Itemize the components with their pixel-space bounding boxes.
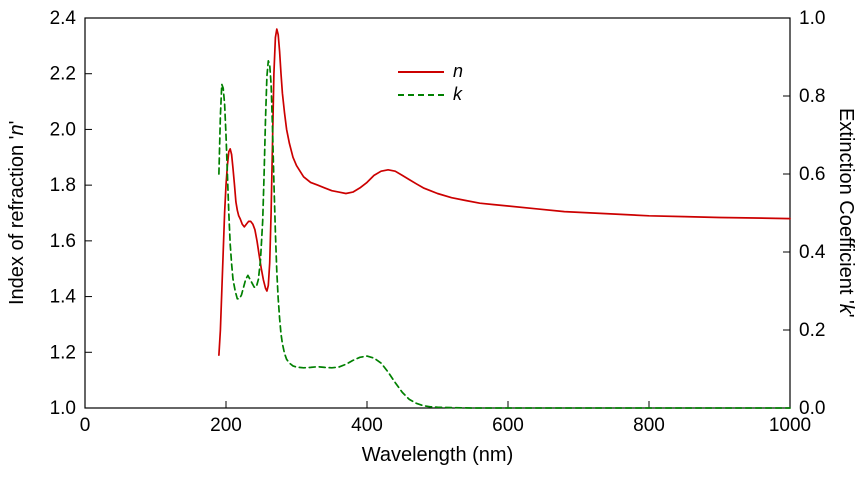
y-right-tick-label: 0.6 <box>799 164 825 185</box>
series-n <box>218 28 791 356</box>
legend-line-n <box>398 70 444 73</box>
legend-line-k <box>398 93 444 96</box>
left-y-axis-label-suffix: ' <box>6 120 28 125</box>
legend-label-n: n <box>453 61 464 81</box>
y-left-tick-label: 2.0 <box>50 119 76 140</box>
x-tick-label: 800 <box>633 415 665 436</box>
x-tick-label: 200 <box>210 415 242 436</box>
x-tick-label: 1000 <box>769 415 811 436</box>
x-axis-label: Wavelength (nm) <box>361 444 514 466</box>
y-left-tick-label: 1.8 <box>50 175 76 196</box>
right-y-axis-label: Extinction Coefficient 'k' <box>834 18 857 408</box>
y-left-tick-label: 1.4 <box>50 287 77 308</box>
legend-label-k: k <box>453 84 462 104</box>
y-right-tick-label: 1.0 <box>799 8 825 29</box>
right-y-axis-label-prefix: Extinction Coefficient ' <box>835 108 857 304</box>
y-left-tick-label: 1.6 <box>50 231 76 252</box>
y-right-tick-label: 0.2 <box>799 320 825 341</box>
y-left-tick-label: 2.2 <box>50 64 76 85</box>
y-left-tick-label: 1.2 <box>50 342 76 363</box>
y-right-tick-label: 0.0 <box>799 398 825 419</box>
series-k <box>218 60 791 409</box>
left-y-axis-label-var: n <box>6 124 28 136</box>
y-right-tick-label: 0.4 <box>799 242 826 263</box>
x-tick-label: 400 <box>351 415 383 436</box>
right-y-axis-label-var: k <box>835 303 857 314</box>
y-left-tick-label: 1.0 <box>50 398 76 419</box>
legend-item-n: n <box>398 60 463 83</box>
x-tick-label: 0 <box>80 415 91 436</box>
left-y-axis-label: Index of refraction 'n' <box>6 18 29 408</box>
right-y-axis-label-suffix: ' <box>835 313 857 318</box>
legend-item-k: k <box>398 83 463 106</box>
y-left-tick-label: 2.4 <box>50 8 77 29</box>
left-y-axis-label-prefix: Index of refraction ' <box>6 135 28 306</box>
x-tick-label: 600 <box>492 415 524 436</box>
y-right-tick-label: 0.8 <box>799 86 825 107</box>
legend: n k <box>398 60 463 106</box>
